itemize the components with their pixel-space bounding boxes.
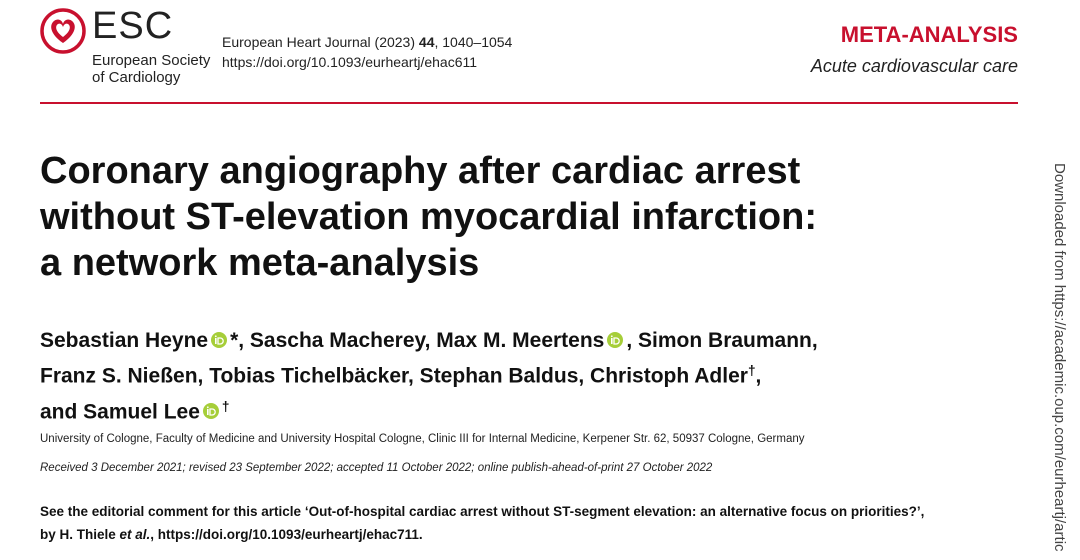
journal-name: European Heart Journal (2023) bbox=[222, 34, 416, 50]
journal-citation: European Heart Journal (2023) 44, 1040–1… bbox=[222, 34, 512, 50]
author-mark: † bbox=[747, 363, 756, 378]
author-mark: † bbox=[221, 398, 230, 414]
logo-abbr: ESC bbox=[92, 5, 174, 47]
editorial-text: , https://doi.org/10.1093/eurheartj/ehac… bbox=[150, 527, 423, 542]
author-text: Franz S. Nießen, Tobias Tichelbäcker, St… bbox=[40, 364, 748, 388]
title-line: a network meta-analysis bbox=[40, 242, 480, 284]
journal-doi: https://doi.org/10.1093/eurheartj/ehac61… bbox=[222, 54, 478, 70]
logo-line: of Cardiology bbox=[92, 69, 181, 86]
author-text: , Simon Braumann, bbox=[626, 329, 818, 352]
orcid-icon bbox=[607, 332, 624, 348]
editorial-note: See the editorial comment for this artic… bbox=[40, 500, 924, 546]
editorial-line: See the editorial comment for this artic… bbox=[40, 504, 925, 519]
side-note: Downloaded from https://academic.oup.com… bbox=[1051, 163, 1068, 552]
dates: Received 3 December 2021; revised 23 Sep… bbox=[40, 462, 713, 474]
orcid-icon bbox=[202, 403, 219, 419]
editorial-line: by H. Thiele et al., https://doi.org/10.… bbox=[40, 523, 924, 546]
author-text: and Samuel Lee bbox=[40, 400, 200, 423]
section-label: META-ANALYSIS bbox=[840, 22, 1018, 47]
esc-logo-icon bbox=[40, 8, 86, 54]
author-line: Franz S. Nießen, Tobias Tichelbäcker, St… bbox=[40, 356, 818, 392]
author-line: Sebastian Heyne *, Sascha Macherey, Max M… bbox=[40, 326, 818, 356]
author-text: Sebastian Heyne bbox=[40, 329, 209, 352]
orcid-icon bbox=[211, 332, 228, 348]
journal-pages: , 1040–1054 bbox=[434, 34, 513, 50]
header-rule bbox=[40, 102, 1018, 104]
article-title: Coronary angiography after cardiac arres… bbox=[40, 148, 817, 286]
author-line: and Samuel Lee † bbox=[40, 392, 818, 428]
author-text: , bbox=[755, 364, 762, 388]
title-line: Coronary angiography after cardiac arres… bbox=[40, 150, 801, 192]
title-line: without ST-elevation myocardial infarcti… bbox=[40, 196, 817, 238]
logo-line: European Society bbox=[92, 52, 211, 69]
subsection-label: Acute cardiovascular care bbox=[810, 56, 1018, 76]
authors: Sebastian Heyne *, Sascha Macherey, Max M… bbox=[40, 326, 818, 427]
author-text: *, Sascha Macherey, Max M. Meertens bbox=[230, 329, 605, 352]
editorial-italic: et al. bbox=[119, 527, 151, 542]
editorial-text: by H. Thiele bbox=[40, 527, 120, 542]
affiliation: University of Cologne, Faculty of Medici… bbox=[40, 433, 805, 445]
journal-volume: 44 bbox=[418, 34, 435, 50]
